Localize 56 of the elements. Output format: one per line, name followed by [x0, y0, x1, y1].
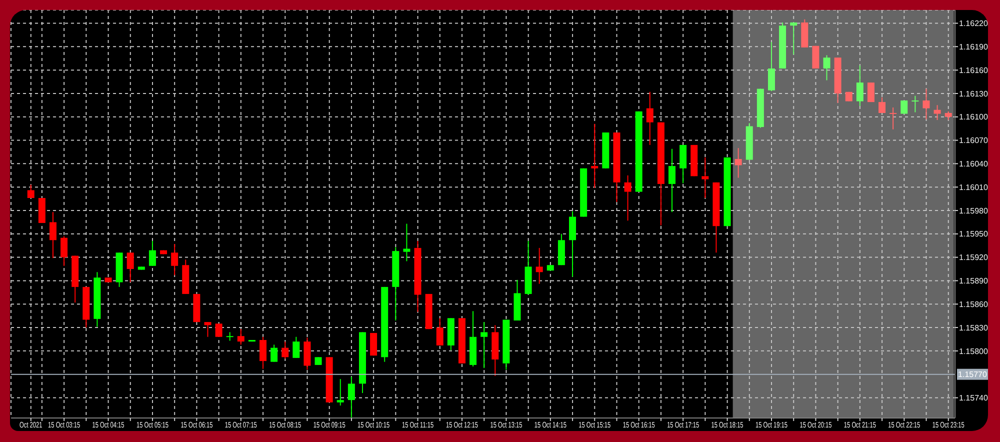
candlestick — [126, 252, 134, 283]
candlestick — [348, 376, 355, 418]
candlestick — [204, 322, 212, 338]
y-tick-label: 1.15890 — [959, 276, 988, 286]
candlestick — [569, 210, 576, 278]
candlestick — [734, 148, 742, 178]
candlestick — [823, 54, 830, 81]
candlestick — [282, 341, 289, 360]
candlestick — [336, 378, 344, 406]
y-tick-label: 1.16130 — [959, 89, 988, 98]
y-tick-label: 1.16040 — [959, 160, 988, 169]
candlestick — [480, 322, 488, 369]
y-tick-label: 1.16010 — [959, 182, 988, 192]
candlestick — [900, 100, 908, 114]
candlestick — [934, 104, 941, 120]
candlestick — [237, 328, 244, 346]
candlestick — [867, 82, 874, 103]
candlestick — [912, 95, 919, 113]
candlestick — [226, 332, 234, 342]
y-tick-label: 1.15920 — [959, 253, 988, 262]
candlestick — [856, 64, 864, 106]
ref-line-label: 1.15770 — [958, 370, 988, 380]
candlestick — [624, 174, 632, 222]
candlestick — [922, 88, 930, 120]
candlestick — [668, 148, 676, 213]
candlestick — [171, 244, 178, 276]
candlestick — [60, 236, 68, 266]
candlestick — [49, 212, 56, 259]
candlestick — [260, 336, 266, 370]
y-tick-label: 1.15800 — [959, 346, 988, 356]
y-tick-label: 1.15830 — [959, 323, 988, 332]
candlestick — [890, 107, 897, 130]
candlestick — [768, 41, 775, 92]
candlestick — [702, 156, 709, 199]
y-tick-label: 1.15950 — [959, 230, 988, 239]
y-tick-label: 1.16100 — [959, 112, 988, 122]
candlestick — [292, 336, 300, 358]
y-tick-label: 1.16190 — [959, 42, 988, 52]
candlestick — [215, 323, 222, 338]
y-tick-label: 1.16220 — [959, 19, 988, 28]
y-tick-label: 1.16070 — [959, 136, 988, 146]
candlestick — [646, 91, 654, 146]
y-tick-label: 1.15860 — [959, 300, 988, 309]
candlestick — [148, 240, 156, 266]
candlestick — [403, 223, 410, 262]
y-tick-label: 1.16160 — [959, 66, 988, 75]
y-tick-label: 1.15980 — [959, 206, 988, 216]
candlestick — [878, 96, 886, 114]
candlestick — [270, 344, 278, 362]
candlestick — [436, 318, 444, 346]
candlestick — [536, 247, 543, 284]
candlestick — [680, 144, 687, 184]
candlestick — [790, 22, 798, 55]
candlestick — [27, 184, 34, 199]
candlestick — [591, 123, 598, 188]
y-tick-label: 1.15740 — [959, 394, 988, 403]
